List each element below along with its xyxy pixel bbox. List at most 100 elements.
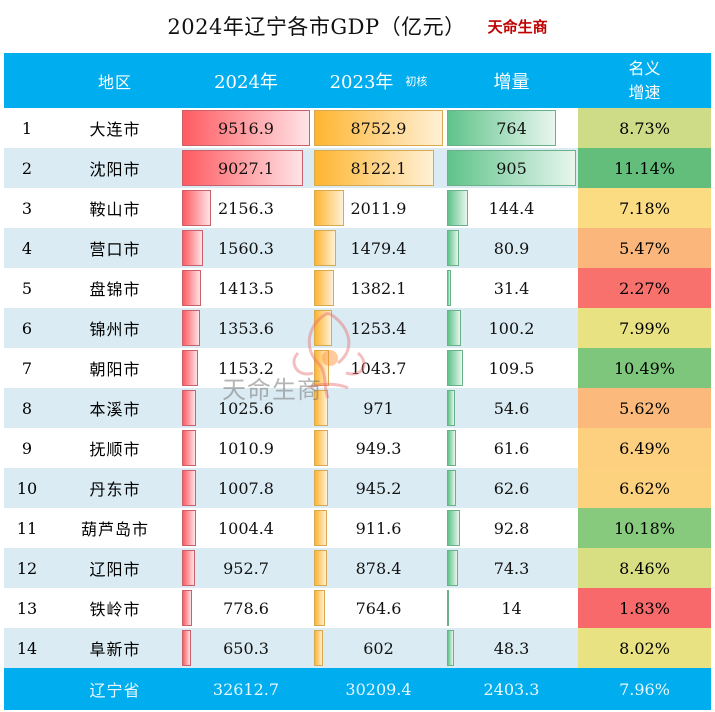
gdp2024-value: 1007.8 <box>218 478 274 498</box>
gdp2023-value: 878.4 <box>355 558 402 578</box>
gdp2024-bar <box>182 390 196 426</box>
increase-value: 62.6 <box>493 478 530 498</box>
title-bar: 2024年辽宁各市GDP（亿元） 天命生商 <box>0 0 715 52</box>
gdp2024-bar <box>182 110 310 146</box>
gdp2023-bar <box>314 510 328 546</box>
gdp2023-cell: 1479.4 <box>312 228 445 268</box>
gdp2024-value: 9516.9 <box>218 118 274 138</box>
gdp2024-cell: 1560.3 <box>180 228 312 268</box>
gdp2023-bar <box>314 190 344 226</box>
table-row: 9 抚顺市 1010.9 949.3 61.6 6.49% <box>4 428 711 468</box>
gdp2023-cell: 911.6 <box>312 508 445 548</box>
gdp2024-cell: 650.3 <box>180 628 312 668</box>
increase-value: 905 <box>496 158 527 178</box>
increase-value: 100.2 <box>488 318 535 338</box>
rank-cell: 6 <box>21 318 33 338</box>
gdp2024-value: 1560.3 <box>218 238 274 258</box>
increase-cell: 144.4 <box>445 188 578 228</box>
table-row: 8 本溪市 1025.6 971 54.6 5.62% <box>4 388 711 428</box>
gdp2024-bar <box>182 470 196 506</box>
city-cell: 大连市 <box>89 120 141 139</box>
increase-cell: 62.6 <box>445 468 578 508</box>
rank-cell: 7 <box>21 358 33 378</box>
gdp2023-cell: 764.6 <box>312 588 445 628</box>
rank-cell: 1 <box>21 118 33 138</box>
increase-bar <box>447 430 456 466</box>
gdp2023-bar <box>314 150 434 186</box>
gdp2024-bar <box>182 150 304 186</box>
increase-bar <box>447 630 454 666</box>
increase-value: 54.6 <box>493 398 530 418</box>
table-row: 7 朝阳市 1153.2 1043.7 109.5 10.49% <box>4 348 711 388</box>
footer-2023-value: 30209.4 <box>345 679 412 699</box>
header-rate-line1: 名义 <box>628 58 661 78</box>
city-cell: 辽阳市 <box>89 560 141 579</box>
rank-cell: 12 <box>16 558 38 578</box>
gdp2024-cell: 9516.9 <box>180 108 312 148</box>
gdp2024-value: 650.3 <box>223 638 269 658</box>
rate-cell: 6.49% <box>578 428 711 468</box>
gdp2023-value: 1382.1 <box>350 278 407 298</box>
table-row: 11 葫芦岛市 1004.4 911.6 92.8 10.18% <box>4 508 711 548</box>
table-row: 10 丹东市 1007.8 945.2 62.6 6.62% <box>4 468 711 508</box>
gdp2023-bar <box>314 470 328 506</box>
gdp2024-bar <box>182 630 191 666</box>
gdp2024-value: 1025.6 <box>218 398 274 418</box>
gdp2023-value: 1253.4 <box>350 318 407 338</box>
gdp2024-cell: 1153.2 <box>180 348 312 388</box>
gdp2023-cell: 949.3 <box>312 428 445 468</box>
table-row: 4 营口市 1560.3 1479.4 80.9 5.47% <box>4 228 711 268</box>
gdp2024-value: 1353.6 <box>218 318 274 338</box>
increase-bar <box>447 190 468 226</box>
gdp2024-bar <box>182 350 198 386</box>
city-cell: 朝阳市 <box>89 360 141 379</box>
increase-cell: 74.3 <box>445 548 578 588</box>
city-cell: 盘锦市 <box>89 280 141 299</box>
increase-value: 109.5 <box>488 358 535 378</box>
rank-cell: 9 <box>21 438 33 458</box>
gdp2023-bar <box>314 390 329 426</box>
gdp2023-value: 1043.7 <box>350 358 407 378</box>
gdp2024-bar <box>182 310 201 346</box>
gdp2023-value: 971 <box>363 398 394 418</box>
footer-2024-value: 32612.7 <box>212 679 280 699</box>
increase-value: 764 <box>496 118 527 138</box>
gdp2023-bar <box>314 350 330 386</box>
increase-bar <box>447 470 456 506</box>
increase-cell: 109.5 <box>445 348 578 388</box>
increase-cell: 80.9 <box>445 228 578 268</box>
city-cell: 营口市 <box>89 240 141 259</box>
gdp2023-cell: 1253.4 <box>312 308 445 348</box>
increase-value: 144.4 <box>488 198 535 218</box>
increase-value: 80.9 <box>493 238 530 258</box>
gdp2023-cell: 945.2 <box>312 468 445 508</box>
increase-value: 74.3 <box>493 558 530 578</box>
gdp2024-value: 1153.2 <box>218 358 274 378</box>
gdp2023-cell: 971 <box>312 388 445 428</box>
table-row: 1 大连市 9516.9 8752.9 764 8.73% <box>4 108 711 148</box>
header-2023-label: 2023年 <box>329 71 394 93</box>
header-2023-note: 初核 <box>405 74 428 88</box>
gdp2024-cell: 9027.1 <box>180 148 312 188</box>
gdp2024-value: 1413.5 <box>218 278 274 298</box>
gdp2023-value: 911.6 <box>355 518 402 538</box>
header-2023: 2023年 初核 <box>312 53 445 108</box>
gdp2023-cell: 1382.1 <box>312 268 445 308</box>
increase-bar <box>447 390 455 426</box>
gdp2024-cell: 1010.9 <box>180 428 312 468</box>
gdp2023-bar <box>314 270 335 306</box>
gdp2024-value: 9027.1 <box>218 158 274 178</box>
brand-label: 天命生商 <box>487 17 548 36</box>
gdp2023-value: 8122.1 <box>350 158 407 178</box>
increase-bar <box>447 550 458 586</box>
city-cell: 锦州市 <box>89 320 141 339</box>
increase-bar <box>447 110 556 146</box>
gdp2023-bar <box>314 230 336 266</box>
gdp2023-bar <box>314 630 323 666</box>
gdp2024-cell: 1004.4 <box>180 508 312 548</box>
city-cell: 本溪市 <box>89 400 141 419</box>
table-row: 12 辽阳市 952.7 878.4 74.3 8.46% <box>4 548 711 588</box>
rank-cell: 5 <box>21 278 33 298</box>
rate-cell: 10.18% <box>578 508 711 548</box>
gdp2024-value: 1010.9 <box>218 438 274 458</box>
